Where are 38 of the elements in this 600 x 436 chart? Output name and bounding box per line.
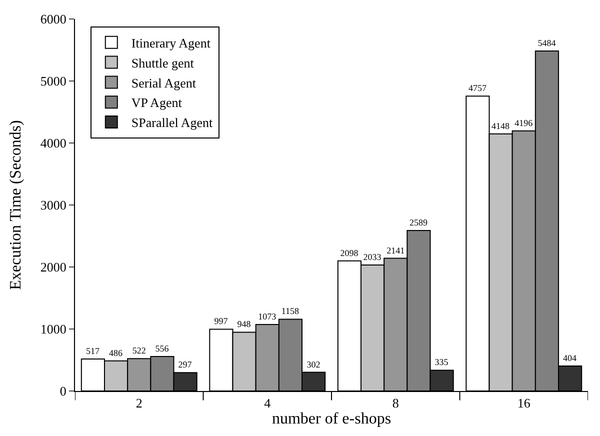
data-label: 335	[434, 357, 449, 368]
data-label: 302	[306, 359, 320, 370]
data-label: 517	[86, 346, 100, 356]
data-label: 4757	[468, 83, 487, 94]
data-label: 2589	[409, 217, 428, 228]
x-tick-label: 4	[264, 396, 272, 411]
data-label: 948	[237, 319, 252, 330]
legend-label: Shuttle gent	[131, 55, 194, 70]
y-tick-label: 6000	[40, 12, 66, 27]
legend-label: Itinerary Agent	[131, 35, 211, 50]
legend-label: SParallel Agent	[131, 115, 214, 130]
data-label: 2033	[363, 252, 382, 262]
data-label: 4196	[514, 118, 534, 128]
data-label: 522	[132, 346, 146, 356]
x-tick-label: 2	[136, 396, 142, 411]
y-tick-label: 5000	[40, 74, 66, 89]
x-tick-label: 8	[392, 396, 399, 411]
y-tick-label: 1000	[40, 322, 66, 337]
y-tick-label: 0	[60, 384, 66, 399]
y-tick-label: 4000	[40, 136, 66, 151]
x-axis-title: number of e-shops	[272, 410, 392, 428]
y-tick-label: 2000	[40, 260, 66, 275]
data-label: 2141	[386, 245, 405, 256]
data-label: 4148	[492, 120, 510, 131]
data-label: 1073	[258, 311, 277, 322]
data-label: 486	[109, 348, 124, 358]
data-label: 997	[214, 316, 228, 326]
data-label: 556	[155, 344, 170, 354]
legend-label: Serial Agent	[131, 75, 196, 90]
data-label: 1158	[281, 306, 300, 316]
y-axis-title: Execution Time (Seconds)	[7, 120, 24, 290]
data-label: 297	[178, 360, 192, 370]
data-label: 2098	[340, 248, 359, 258]
data-label: 5484	[538, 38, 556, 48]
legend-label: VP Agent	[131, 95, 182, 110]
data-label: 404	[563, 352, 578, 363]
y-tick-label: 3000	[40, 198, 66, 213]
x-tick-label: 16	[517, 396, 531, 411]
